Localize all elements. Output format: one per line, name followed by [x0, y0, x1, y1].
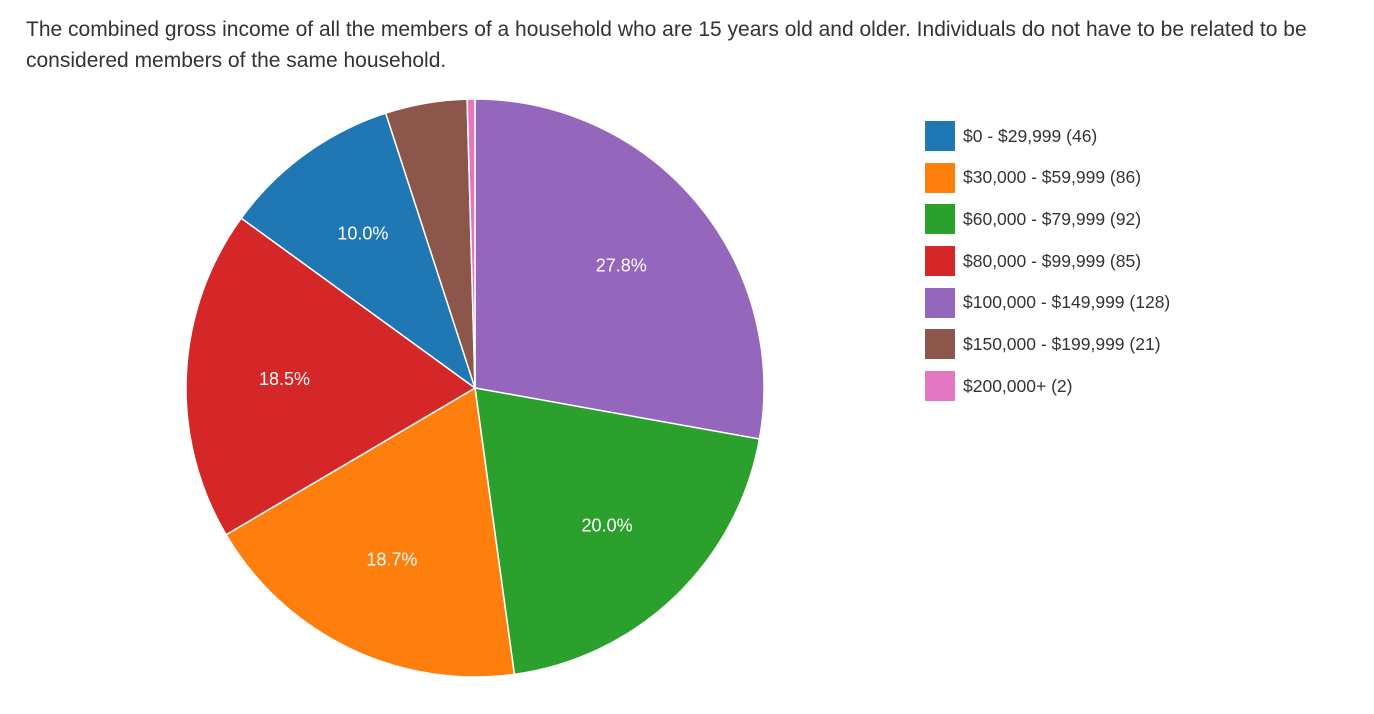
legend-swatch — [925, 246, 955, 276]
legend-label: $100,000 - $149,999 (128) — [963, 292, 1170, 313]
slice-percent-label-0-29-999: 10.0% — [337, 224, 388, 244]
legend-label: $150,000 - $199,999 (21) — [963, 334, 1161, 355]
legend-item-60-000-79-999[interactable]: $60,000 - $79,999 (92) — [925, 204, 1170, 234]
legend-swatch — [925, 163, 955, 193]
legend-item-0-29-999[interactable]: $0 - $29,999 (46) — [925, 121, 1170, 151]
legend-swatch — [925, 371, 955, 401]
slice-percent-label-100-000-149-999: 27.8% — [596, 256, 647, 276]
chart-legend: $0 - $29,999 (46) $30,000 - $59,999 (86) $… — [925, 121, 1170, 413]
legend-label: $60,000 - $79,999 (92) — [963, 209, 1141, 230]
legend-swatch — [925, 121, 955, 151]
legend-swatch — [925, 204, 955, 234]
legend-item-200-000[interactable]: $200,000+ (2) — [925, 371, 1170, 401]
legend-swatch — [925, 329, 955, 359]
legend-label: $0 - $29,999 (46) — [963, 126, 1097, 147]
slice-percent-label-60-000-79-999: 20.0% — [582, 516, 633, 536]
legend-item-30-000-59-999[interactable]: $30,000 - $59,999 (86) — [925, 163, 1170, 193]
legend-item-150-000-199-999[interactable]: $150,000 - $199,999 (21) — [925, 329, 1170, 359]
legend-label: $80,000 - $99,999 (85) — [963, 251, 1141, 272]
slice-percent-label-80-000-99-999: 18.5% — [259, 369, 310, 389]
legend-item-100-000-149-999[interactable]: $100,000 - $149,999 (128) — [925, 288, 1170, 318]
legend-item-80-000-99-999[interactable]: $80,000 - $99,999 (85) — [925, 246, 1170, 276]
legend-label: $30,000 - $59,999 (86) — [963, 167, 1141, 188]
legend-label: $200,000+ (2) — [963, 376, 1072, 397]
slice-percent-label-30-000-59-999: 18.7% — [366, 550, 417, 570]
legend-swatch — [925, 288, 955, 318]
